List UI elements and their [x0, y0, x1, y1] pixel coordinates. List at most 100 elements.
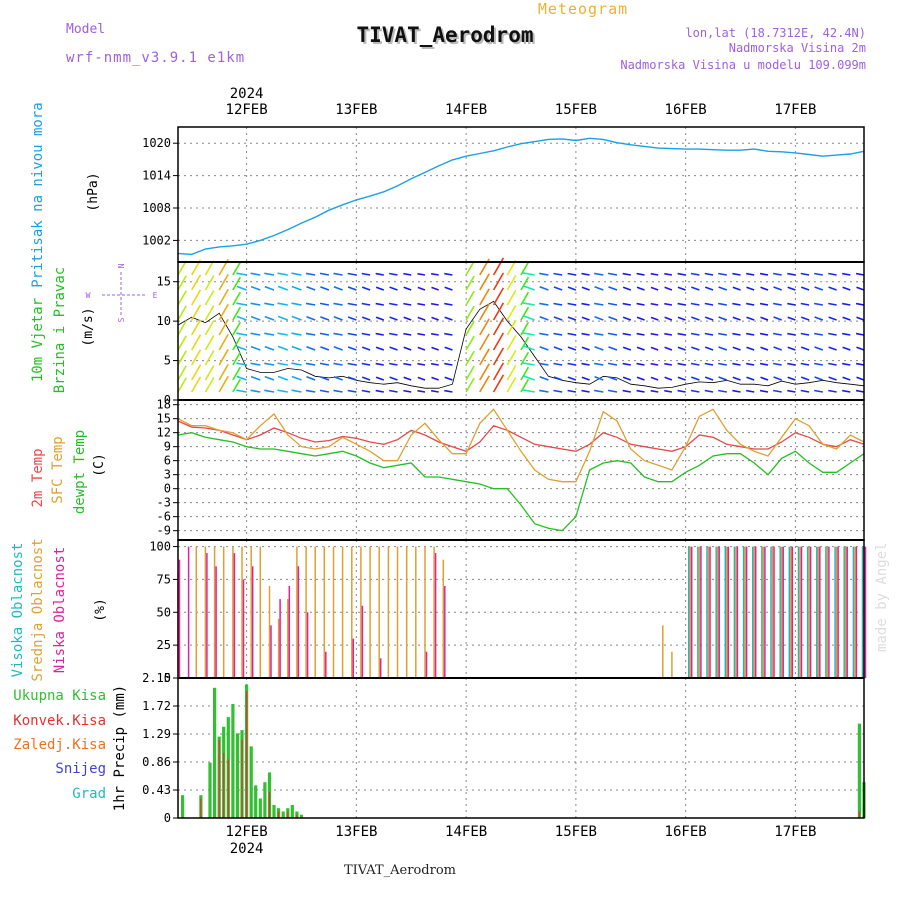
wind-arrow: [506, 289, 517, 306]
wind-arrow: [389, 346, 398, 351]
wind-arrow: [277, 332, 288, 336]
wind-arrow: [465, 275, 475, 291]
pressure-series-0-line: [177, 137, 865, 256]
wind-arrow: [732, 302, 741, 306]
precip-series-1: [200, 691, 865, 818]
wind-arrow: [650, 362, 659, 366]
wind-arrow: [431, 286, 439, 291]
precipitation-ytick-label-2: 0.86: [142, 755, 171, 769]
wind-arrow: [787, 272, 796, 276]
wind-arrow: [347, 332, 357, 336]
bottom-day-label-13feb: 13FEB: [335, 824, 377, 840]
precip-bar: [268, 792, 271, 818]
temperature-ytick-label-2: -3: [157, 496, 171, 510]
wind-arrow: [718, 272, 727, 276]
wind-arrow: [403, 346, 412, 351]
legend-frozen-precip: Zaledj.Kisa: [13, 737, 106, 753]
wind-arrow: [277, 285, 289, 291]
wind-arrow: [264, 302, 275, 306]
wind-arrow: [732, 346, 741, 351]
wind-arrow: [389, 272, 398, 276]
wind-arrow: [177, 335, 187, 351]
wind-arrow: [828, 286, 837, 291]
wind-arrow: [236, 345, 247, 351]
grid-layer: [178, 127, 864, 819]
wind-arrow: [800, 272, 810, 276]
wind-arrow: [581, 362, 590, 366]
wind-arrow: [375, 346, 385, 351]
wind-arrow: [389, 362, 398, 366]
wind-arrow: [277, 362, 288, 366]
wind-arrow: [492, 374, 505, 393]
wind-arrow: [567, 332, 577, 336]
wind-arrow: [204, 290, 215, 306]
wind-arrow: [177, 275, 187, 291]
wind-arrow: [787, 389, 796, 393]
top-day-label-17feb: 17FEB: [774, 102, 816, 118]
wind-arrow: [704, 332, 714, 336]
wind-arrow: [191, 304, 202, 321]
wind-arrow: [608, 376, 618, 381]
wind-arrow: [594, 376, 604, 381]
wind-arrow: [760, 316, 769, 321]
wind-arrow: [636, 389, 645, 393]
pressure-ylabel: Pritisak na nivou mora: [30, 102, 46, 287]
wind-arrow: [361, 389, 371, 393]
wind-arrow: [636, 362, 645, 366]
wind-ytick-label-2: 10: [157, 314, 171, 328]
wind-compass-rose: N W E S: [86, 263, 158, 322]
time-axis-layer: 12FEB 12FEB 13FEB 13FEB 14FEB 14FEB 15FEB 15FEB…: [226, 86, 817, 857]
wind-arrow: [218, 348, 229, 366]
wind-arrow: [361, 362, 371, 366]
pressure-ytick-label-2: 1014: [142, 169, 171, 183]
wind-arrow: [479, 288, 490, 306]
wind-arrow: [539, 272, 549, 276]
station-title: TIVAT_Aerodrom: [356, 23, 533, 47]
wind-arrow: [691, 316, 700, 321]
wind-arrow: [567, 302, 577, 306]
wind-arrow: [375, 272, 384, 276]
wind-arrow: [236, 315, 247, 321]
wind-arrow: [264, 345, 275, 351]
wind-arrow: [417, 362, 426, 366]
wind-arrow: [492, 317, 505, 336]
precip-bar: [278, 811, 280, 818]
wind-arrow: [814, 302, 823, 306]
temp2m-ylabel: 2m Temp: [30, 448, 46, 507]
wind-ylabel-1: 10m Vjetar: [30, 298, 46, 382]
wind-arrow: [403, 389, 412, 393]
clouds-ytick-label-3: 75: [157, 572, 171, 586]
wind-arrow: [191, 274, 202, 291]
wind-arrow: [277, 315, 289, 321]
wind-arrow: [347, 302, 357, 306]
wind-arrow: [746, 272, 755, 276]
wind-arrow: [760, 286, 769, 291]
wind-arrow: [250, 345, 261, 351]
wind-arrow: [277, 389, 288, 393]
wind-ytick-label-0: 0: [164, 393, 171, 407]
precip-bar: [246, 691, 248, 818]
wind-arrow: [444, 286, 453, 291]
wind-arrow: [677, 272, 686, 276]
wind-arrow: [277, 345, 289, 351]
wind-arrow: [664, 362, 673, 366]
wind-arrow: [232, 351, 241, 366]
wind-arrow: [520, 321, 530, 336]
wind-arrow: [403, 362, 412, 366]
wind-arrow: [855, 389, 865, 393]
wind-arrow: [636, 286, 645, 291]
wind-arrow: [800, 389, 810, 393]
precip-bar: [200, 798, 202, 818]
wind-arrow: [787, 286, 796, 291]
wind-arrow: [581, 316, 590, 321]
wind-arrow: [636, 302, 645, 306]
wind-arrow: [375, 332, 384, 336]
wind-arrow: [539, 389, 549, 393]
wind-arrow: [389, 316, 398, 321]
wind-arrow: [732, 286, 741, 291]
pressure-panel-frame: [177, 126, 865, 263]
wind-series-0-line: [177, 300, 865, 389]
wind-arrow: [677, 362, 686, 366]
wind-arrow: [319, 389, 330, 393]
wind-arrow: [361, 286, 371, 291]
